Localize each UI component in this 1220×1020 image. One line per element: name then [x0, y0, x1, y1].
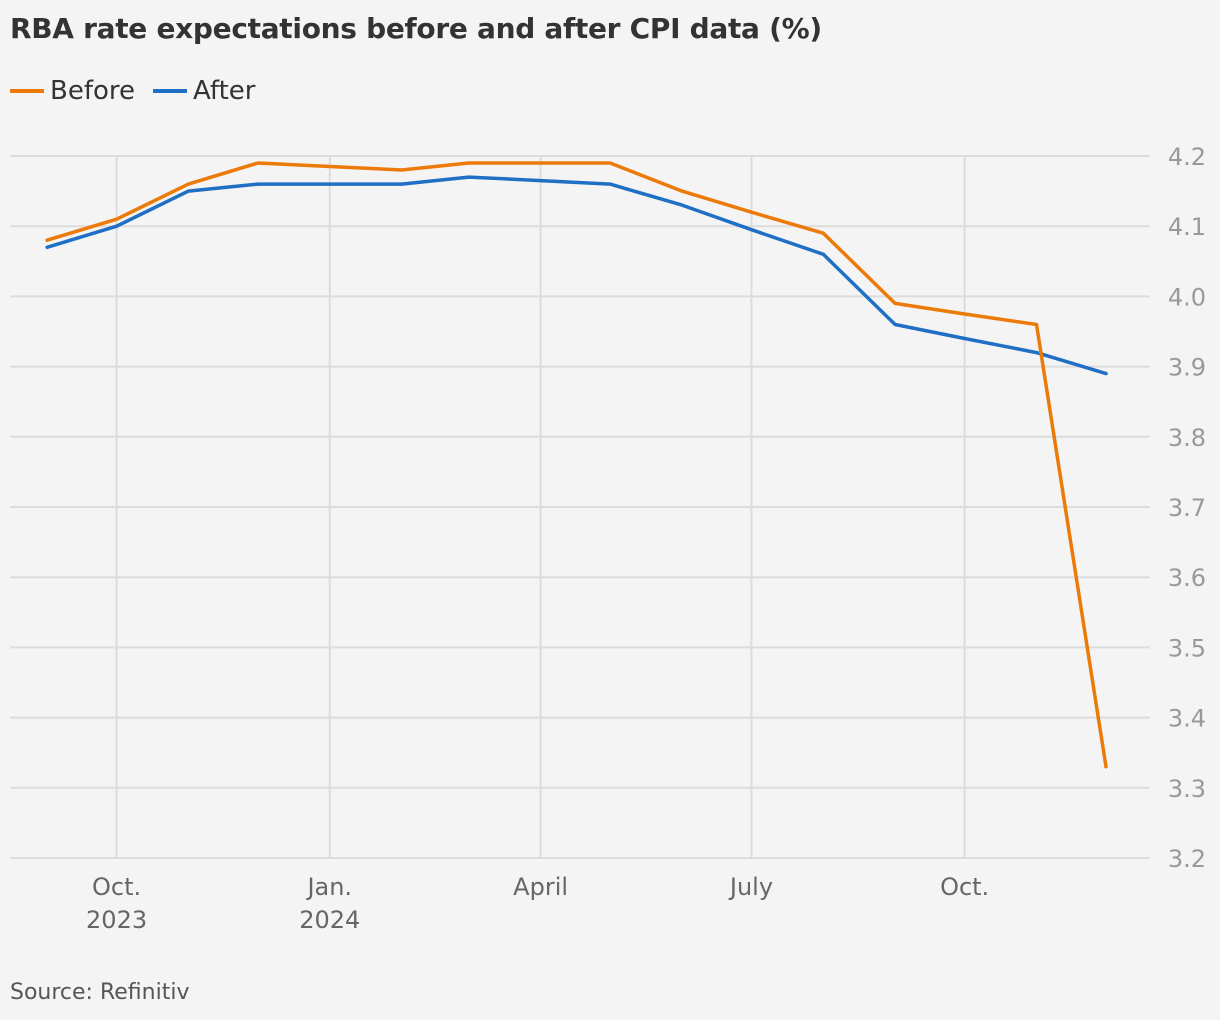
y-tick-label: 4.0	[1168, 283, 1206, 311]
x-tick-label: July	[728, 873, 773, 901]
legend-item-before: Before	[10, 76, 135, 106]
source-note: Source: Refinitiv	[10, 980, 190, 1005]
y-axis: 4.2 4.1 4.0 3.9 3.8 3.7 3.6 3.5 3.4 3.3 3.2	[1168, 143, 1206, 873]
x-tick-year-label: 2023	[86, 906, 147, 934]
legend-label-after: After	[193, 76, 256, 106]
grid	[10, 155, 1150, 859]
y-tick-label: 3.6	[1168, 564, 1206, 592]
y-tick-label: 3.3	[1168, 775, 1206, 803]
y-tick-label: 3.2	[1168, 845, 1206, 873]
legend-swatch-before	[10, 89, 44, 93]
chart-title: RBA rate expectations before and after C…	[10, 12, 822, 45]
y-tick-label: 3.8	[1168, 424, 1206, 452]
legend: Before After	[10, 76, 273, 106]
y-tick-label: 3.7	[1168, 494, 1206, 522]
y-tick-label: 3.9	[1168, 354, 1206, 382]
legend-label-before: Before	[50, 76, 136, 106]
x-tick-label: Oct.	[92, 873, 141, 901]
legend-swatch-after	[153, 89, 188, 93]
x-tick-label: April	[513, 873, 568, 901]
x-tick-year-label: 2024	[299, 906, 360, 934]
y-tick-label: 3.5	[1168, 634, 1206, 662]
y-tick-label: 4.1	[1168, 213, 1206, 241]
y-tick-label: 4.2	[1168, 143, 1206, 171]
x-axis: Oct. 2023 Jan. 2024 April July Oct.	[86, 873, 989, 934]
x-tick-label: Oct.	[940, 873, 989, 901]
series-line-after	[45, 175, 1108, 376]
legend-item-after: After	[153, 76, 255, 106]
series-layer	[45, 161, 1108, 769]
series-line-before	[45, 161, 1108, 769]
y-tick-label: 3.4	[1168, 705, 1206, 733]
x-tick-label: Jan.	[305, 873, 352, 901]
